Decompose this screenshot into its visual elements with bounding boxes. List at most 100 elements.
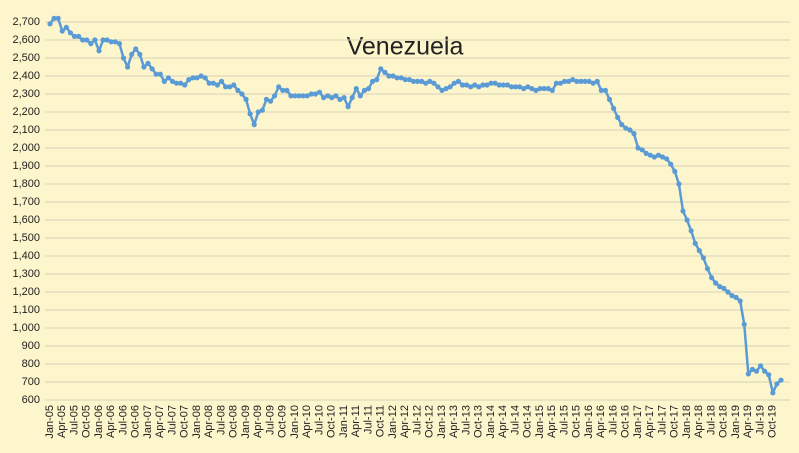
data-point [480,82,486,88]
data-point [145,60,151,66]
data-point [504,82,510,88]
data-point [521,86,527,92]
data-point [619,122,625,128]
data-point [169,78,176,84]
data-point [757,363,764,369]
data-point [717,284,723,290]
data-point [59,28,65,34]
x-tick-label: Apr-12 [399,405,411,438]
x-tick-label: Jan-07 [142,405,154,439]
x-tick-label: Apr-16 [595,405,607,438]
x-tick-label: Jan-10 [289,405,301,439]
data-point [80,37,86,43]
data-point [214,82,221,88]
x-tick-label: Apr-06 [105,405,117,438]
data-point [708,275,715,281]
data-point [243,96,249,102]
chart-title: Venezuela [347,33,464,61]
data-point [533,87,539,93]
x-tick-label: Jul-15 [558,405,570,435]
data-point [100,37,106,43]
data-point [500,82,506,88]
data-point [749,366,756,372]
data-point [762,368,768,374]
data-point [586,78,592,84]
x-tick-label: Jan-11 [338,405,350,438]
data-point [137,51,143,58]
data-point [47,21,53,27]
data-point [664,156,670,162]
data-point [549,87,555,93]
data-point [386,73,392,79]
data-point [414,78,421,84]
data-point [361,87,368,93]
grid [45,21,790,401]
y-tick-label: 1,500 [12,232,40,244]
data-point [75,33,82,40]
x-tick-label: Jan-12 [387,405,399,439]
y-tick-label: 1,400 [12,250,40,262]
data-point [120,55,127,61]
x-tick-label: Jul-19 [754,405,766,435]
x-tick-label: Jul-14 [509,405,521,435]
data-point [582,78,588,84]
data-point [741,321,747,327]
y-tick-label: 2,300 [12,88,40,100]
x-tick-label: Apr-05 [56,405,68,438]
y-tick-label: 2,000 [12,142,40,154]
data-point [84,37,90,43]
data-point [51,15,57,21]
data-point [71,33,78,40]
data-point [141,64,147,70]
data-point [129,51,135,58]
x-tick-label: Apr-17 [644,405,656,438]
data-point [186,77,192,83]
data-point [161,78,167,84]
data-point [476,84,482,90]
data-point [365,86,372,92]
data-point [447,84,453,90]
data-point [639,147,645,153]
data-point [133,46,139,52]
x-tick-label: Oct-07 [179,405,191,438]
x-tick-label: Jan-06 [93,405,105,439]
data-point [496,82,502,88]
data-point [304,93,310,99]
data-point [659,154,666,160]
data-point [492,80,498,86]
y-tick-label: 800 [22,358,40,370]
data-point [321,95,327,101]
x-tick-label: Apr-10 [301,405,313,438]
data-point [655,152,662,158]
data-point [382,69,388,75]
x-tick-label: Oct-14 [522,405,534,438]
data-point [92,37,98,43]
data-point [529,86,535,92]
data-point [427,78,433,84]
data-point [606,96,613,102]
data-point [590,80,596,86]
data-point [165,75,172,81]
x-tick-label: Jul-16 [607,405,619,435]
data-point [202,75,208,81]
x-tick-label: Jul-18 [705,405,717,435]
data-point [455,78,461,84]
data-point [284,87,290,93]
data-point [190,75,196,81]
data-point [774,381,780,387]
data-point [112,39,118,45]
data-point [700,255,707,261]
x-tick-label: Jul-10 [313,405,325,435]
data-point [468,84,474,90]
data-point [329,95,335,101]
data-point [566,78,572,84]
data-point [557,80,564,86]
x-tick-label: Oct-08 [228,405,240,438]
x-tick-label: Apr-13 [448,405,460,438]
data-point [255,109,261,115]
data-point [104,37,110,43]
data-point [431,80,437,86]
data-point [223,84,229,90]
